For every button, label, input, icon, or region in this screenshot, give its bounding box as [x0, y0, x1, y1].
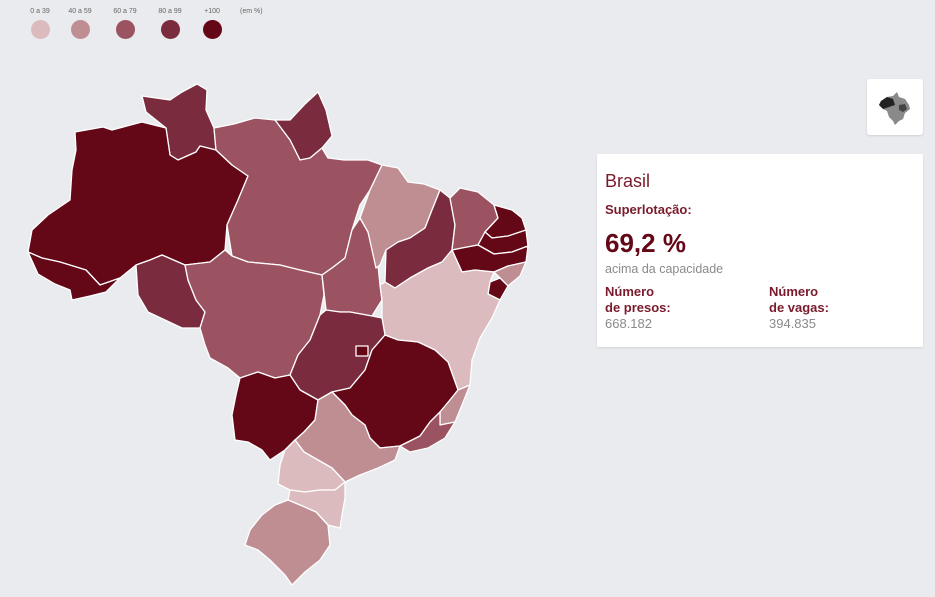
brazil-map	[27, 83, 529, 586]
brazil-mini-map-icon	[879, 92, 910, 125]
legend-label: 80 a 99	[158, 8, 182, 15]
legend-label: +100	[204, 8, 220, 15]
state-acre[interactable]	[27, 251, 121, 301]
metric-label: Superlotação:	[605, 202, 692, 217]
state-rio-de-janeiro[interactable]	[399, 411, 456, 453]
legend-dot	[202, 20, 222, 39]
legend-item-0-39: 0 a 39	[20, 6, 60, 39]
state-para[interactable]	[213, 117, 383, 276]
legend-dot	[70, 20, 90, 39]
vacancies-value: 394.835	[769, 316, 816, 331]
metric-description: acima da capacidade	[605, 262, 724, 276]
legend-dot	[30, 20, 50, 39]
legend-label: 40 a 59	[68, 8, 92, 15]
legend-item-40-59: 40 a 59	[60, 6, 100, 39]
legend-dot	[115, 20, 135, 39]
mini-map-button[interactable]	[867, 79, 923, 135]
vacancies-label: Número de vagas:	[769, 284, 829, 315]
prisoners-stat: Número de presos: 668.182	[605, 284, 745, 332]
legend-item-80-99: 80 a 99	[150, 6, 190, 39]
prisoners-label: Número de presos:	[605, 284, 671, 315]
region-title: Brasil	[605, 171, 651, 191]
legend-dot	[160, 20, 180, 39]
vacancies-stat: Número de vagas: 394.835	[769, 284, 909, 332]
legend-item-60-79: 60 a 79	[105, 6, 145, 39]
state-rio-grande-do-sul[interactable]	[244, 499, 331, 586]
legend-label: 0 a 39	[30, 8, 50, 15]
legend-label: 60 a 79	[113, 8, 137, 15]
state-distrito-federal[interactable]	[355, 345, 369, 357]
legend-unit: (em %)	[240, 8, 263, 15]
info-card: Brasil Superlotação: 69,2 % acima da cap…	[597, 154, 923, 347]
legend: 0 a 39 40 a 59 60 a 79 80 a 99 +100 (em …	[20, 6, 280, 46]
legend-item-100-plus: +100	[192, 6, 232, 39]
prisoners-value: 668.182	[605, 316, 652, 331]
metric-value: 69,2 %	[605, 228, 686, 258]
